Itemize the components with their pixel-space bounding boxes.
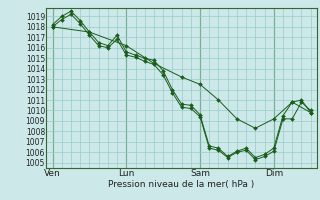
X-axis label: Pression niveau de la mer( hPa ): Pression niveau de la mer( hPa ) xyxy=(108,180,255,189)
